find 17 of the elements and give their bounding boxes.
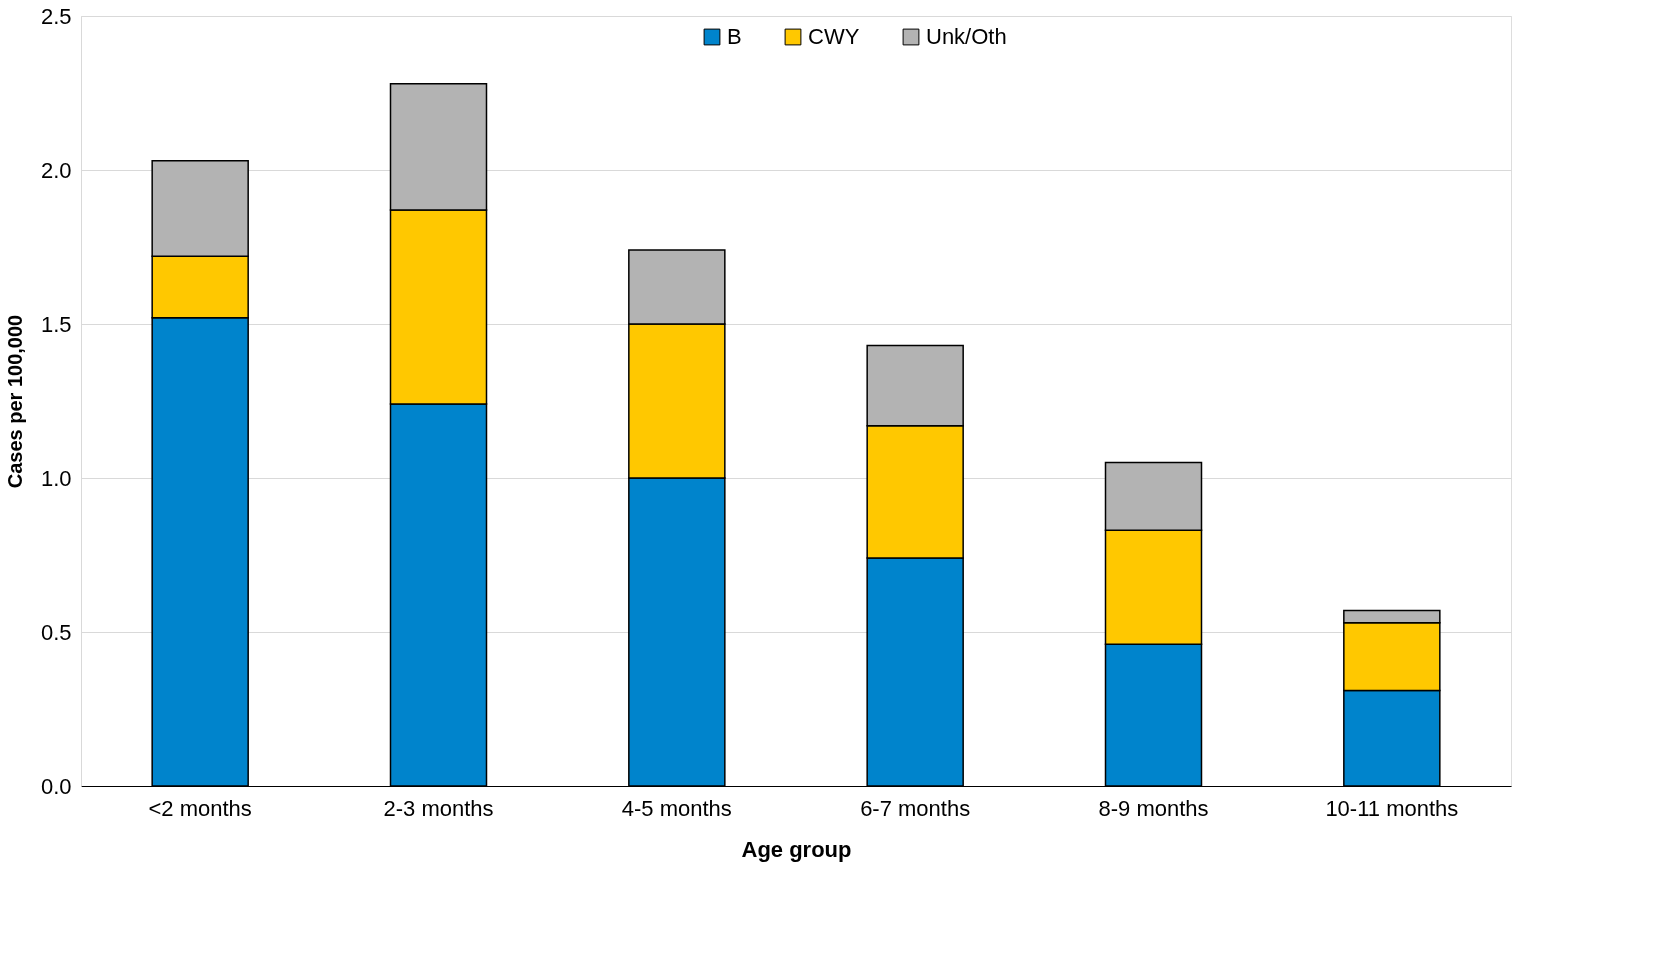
y-tick-label: 2.0: [40, 157, 72, 183]
y-tick-label: 1.5: [40, 311, 72, 337]
y-tick-label: 2.5: [40, 3, 72, 29]
legend-label: B: [727, 24, 742, 49]
y-axis-title: Cases per 100,000: [3, 314, 26, 489]
x-tick-label: 4-5 months: [621, 795, 732, 821]
x-tick-label: <2 months: [148, 795, 252, 821]
x-tick-label: 8-9 months: [1098, 795, 1209, 821]
x-axis-title: Age group: [741, 836, 852, 862]
x-tick-label: 10-11 months: [1325, 795, 1459, 821]
legend-label: CWY: [808, 24, 860, 49]
x-tick-label: 6-7 months: [860, 795, 971, 821]
y-tick-label: 0.0: [40, 773, 72, 799]
legend-label: Unk/Oth: [926, 24, 1007, 49]
y-tick-label: 0.5: [40, 619, 72, 645]
x-tick-label: 2-3 months: [383, 795, 494, 821]
y-tick-label: 1.0: [40, 465, 72, 491]
